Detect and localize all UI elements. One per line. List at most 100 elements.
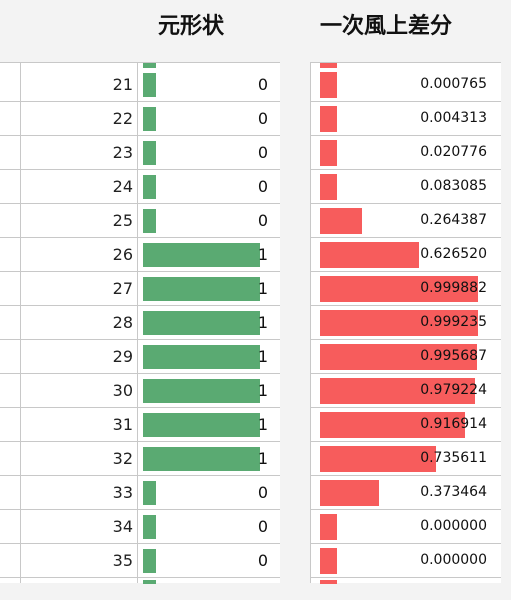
difference-value: 0.000000 <box>420 552 487 568</box>
shape-value: 1 <box>257 313 268 332</box>
partial-row-bar <box>143 580 156 584</box>
table-row: 0.000000 <box>311 510 501 544</box>
shape-bar <box>143 73 156 97</box>
difference-bar <box>320 208 362 234</box>
difference-bar <box>320 174 337 200</box>
row-index: 27 <box>112 279 133 298</box>
table-row: 30 1 <box>0 374 280 408</box>
difference-value: 0.264387 <box>420 212 487 228</box>
shape-value: 0 <box>257 143 268 162</box>
table-row: 29 1 <box>0 340 280 374</box>
table-row: 0.020776 <box>311 136 501 170</box>
shape-bar <box>143 141 156 165</box>
shape-value: 1 <box>257 347 268 366</box>
table-row: 0.916914 <box>311 408 501 442</box>
table-row: 0.999882 <box>311 272 501 306</box>
shape-value: 1 <box>257 381 268 400</box>
table-row: 27 1 <box>0 272 280 306</box>
table-row: 25 0 <box>0 204 280 238</box>
difference-bar <box>320 344 478 370</box>
table-row: 0.083085 <box>311 170 501 204</box>
shape-bar <box>143 515 156 539</box>
row-index: 29 <box>112 347 133 366</box>
shape-value: 1 <box>257 449 268 468</box>
difference-bar <box>320 106 337 132</box>
row-index: 31 <box>112 415 133 434</box>
shape-value: 0 <box>257 551 268 570</box>
column-title-first-order-difference: 一次風上差分 <box>320 14 453 39</box>
table-row: 23 0 <box>0 136 280 170</box>
difference-bar <box>320 140 337 166</box>
shape-value: 0 <box>257 483 268 502</box>
row-index: 34 <box>112 517 133 536</box>
row-index: 22 <box>112 109 133 128</box>
difference-bar <box>320 242 419 268</box>
difference-value: 0.626520 <box>420 246 487 262</box>
shape-value: 0 <box>257 75 268 94</box>
shape-value: 1 <box>257 279 268 298</box>
partial-row-bar <box>320 63 337 68</box>
shape-value: 1 <box>257 245 268 264</box>
table-row: 0.264387 <box>311 204 501 238</box>
table-row: 0.626520 <box>311 238 501 272</box>
row-index: 23 <box>112 143 133 162</box>
table-row: 21 0 <box>0 68 280 102</box>
table-row: 0.000000 <box>311 544 501 578</box>
shape-value: 1 <box>257 415 268 434</box>
shape-bar <box>143 379 260 403</box>
partial-row-bar <box>143 63 156 68</box>
row-index: 21 <box>112 75 133 94</box>
shape-bar <box>143 209 156 233</box>
shape-bar <box>143 277 260 301</box>
table-row: 26 1 <box>0 238 280 272</box>
shape-bar <box>143 345 260 369</box>
shape-bar <box>143 243 260 267</box>
table-row: 31 1 <box>0 408 280 442</box>
table-row: 0.373464 <box>311 476 501 510</box>
shape-value: 0 <box>257 211 268 230</box>
row-index: 26 <box>112 245 133 264</box>
table-row: 34 0 <box>0 510 280 544</box>
difference-bar <box>320 514 337 540</box>
table-row: 0.735611 <box>311 442 501 476</box>
table-row: 0.999235 <box>311 306 501 340</box>
row-index: 35 <box>112 551 133 570</box>
shape-bar <box>143 549 156 573</box>
difference-bar <box>320 378 475 404</box>
table-row: 0.000765 <box>311 68 501 102</box>
row-index: 33 <box>112 483 133 502</box>
partial-row-bar <box>320 580 337 584</box>
table-row: 0.004313 <box>311 102 501 136</box>
shape-value: 0 <box>257 109 268 128</box>
difference-value: 0.999235 <box>420 314 487 330</box>
difference-value: 0.004313 <box>420 110 487 126</box>
table-row: 32 1 <box>0 442 280 476</box>
table-row: 0.995687 <box>311 340 501 374</box>
difference-value: 0.979224 <box>420 382 487 398</box>
grid-line <box>20 63 21 583</box>
difference-bar <box>320 310 478 336</box>
shape-bar <box>143 311 260 335</box>
grid-line <box>137 63 138 583</box>
table-row: 0.979224 <box>311 374 501 408</box>
shape-bar <box>143 447 260 471</box>
shape-bar <box>143 107 156 131</box>
difference-bar <box>320 276 478 302</box>
difference-bar <box>320 446 437 472</box>
table-row: 35 0 <box>0 544 280 578</box>
difference-bar <box>320 480 379 506</box>
table-row: 24 0 <box>0 170 280 204</box>
difference-value: 0.000765 <box>420 76 487 92</box>
difference-bar <box>320 548 337 574</box>
difference-value: 0.735611 <box>420 450 487 466</box>
shape-value: 0 <box>257 517 268 536</box>
row-index: 25 <box>112 211 133 230</box>
difference-value: 0.999882 <box>420 280 487 296</box>
difference-value: 0.916914 <box>420 416 487 432</box>
row-index: 30 <box>112 381 133 400</box>
shape-bar <box>143 413 260 437</box>
table-row: 22 0 <box>0 102 280 136</box>
original-shape-sheet: 21 0 22 0 23 0 24 0 25 0 26 1 27 1 28 1 29 1 30 1 31 1 32 1 33 0 3… <box>0 62 280 584</box>
difference-value: 0.083085 <box>420 178 487 194</box>
difference-bar <box>320 412 465 438</box>
